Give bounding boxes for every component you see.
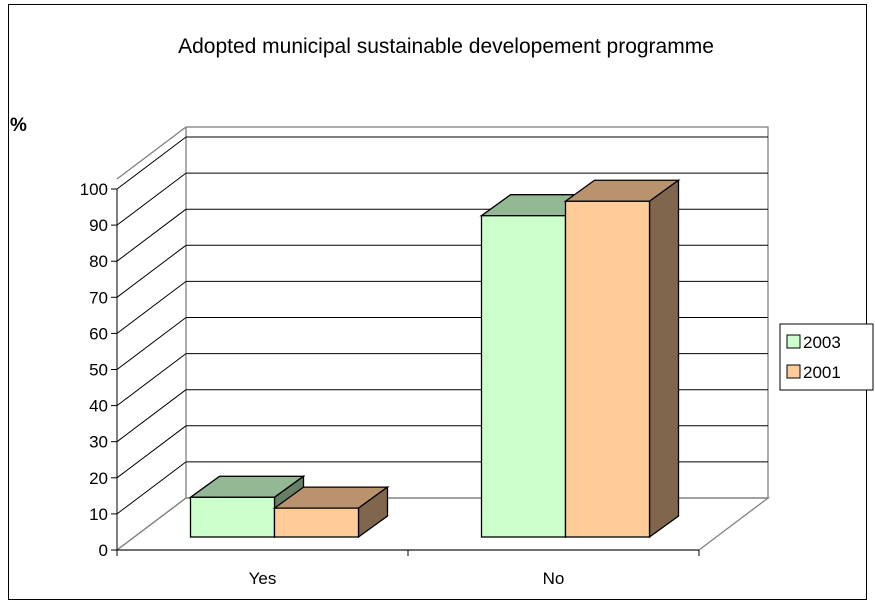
- bars: [188, 178, 681, 539]
- legend-item: 2001: [786, 363, 841, 382]
- gridline-side: [116, 317, 187, 370]
- x-axis-ticks: Yes No: [116, 550, 700, 588]
- y-tick-label: 100: [80, 180, 108, 199]
- y-tick-label: 0: [99, 541, 108, 560]
- gridline-side: [116, 208, 187, 262]
- y-axis-ticks: 0 10 20 30 40 50 60 70 80 90 100: [80, 180, 117, 560]
- bar-front: [189, 496, 276, 538]
- y-tick-label: 50: [89, 361, 108, 380]
- legend-item: 2003: [786, 333, 841, 352]
- legend-swatch: [786, 334, 801, 349]
- legend: 2003 2001: [779, 323, 874, 391]
- gridline-side: [116, 136, 187, 190]
- legend-label: 2001: [803, 363, 841, 382]
- bar-front: [564, 200, 651, 538]
- y-tick-label: 80: [89, 252, 108, 271]
- gridline-side: [116, 172, 187, 226]
- y-tick-label: 10: [89, 505, 108, 524]
- side-wall-edge: [116, 126, 187, 180]
- y-tick-label: 20: [89, 469, 108, 488]
- y-tick-label: 70: [89, 288, 108, 307]
- y-tick-label: 90: [89, 216, 108, 235]
- bar-front: [273, 507, 360, 538]
- y-tick-label: 60: [89, 324, 108, 343]
- chart-title: Adopted municipal sustainable developeme…: [178, 35, 714, 58]
- chart-frame: [8, 4, 867, 600]
- y-tick-label: 30: [89, 433, 108, 452]
- gridline-side: [116, 461, 187, 515]
- back-wall-border: [185, 126, 769, 499]
- bar-2001-No: [563, 178, 681, 539]
- y-tick-label: 40: [89, 397, 108, 416]
- x-tick-label: Yes: [249, 569, 277, 588]
- bar-side: [648, 178, 680, 539]
- bar-2001-Yes: [272, 485, 390, 539]
- gridline-side: [116, 425, 187, 479]
- gridline-side: [116, 389, 187, 443]
- legend-label: 2003: [803, 333, 841, 352]
- y-axis-label: %: [10, 115, 27, 136]
- bar-front: [480, 215, 567, 538]
- legend-swatch: [786, 364, 801, 379]
- gridline-side: [116, 353, 187, 406]
- gridline-side: [116, 244, 187, 298]
- gridline-side: [116, 281, 187, 334]
- x-tick-label: No: [543, 569, 565, 588]
